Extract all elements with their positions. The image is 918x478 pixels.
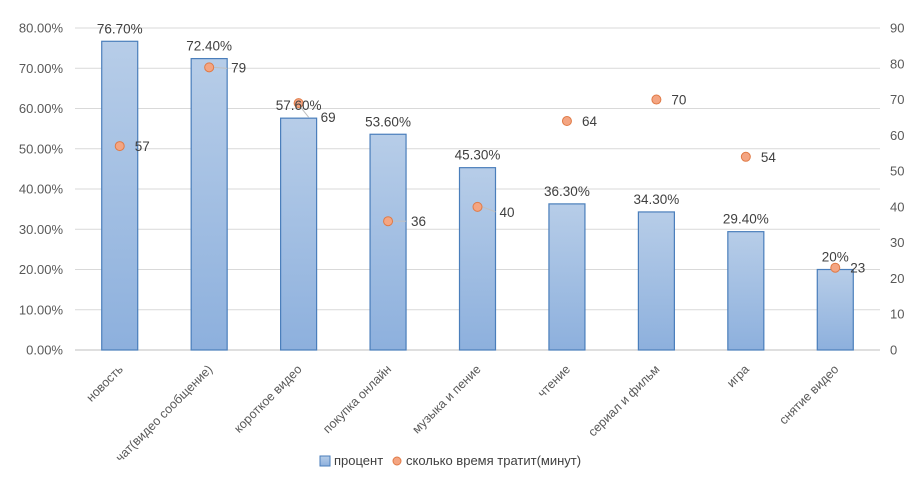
right-axis-tick-label: 40 [890, 199, 904, 214]
left-axis-tick-label: 10.00% [19, 302, 64, 317]
bar-value-label: 76.70% [97, 21, 143, 36]
legend-dot-label: сколько время тратит(минут) [406, 453, 581, 468]
scatter-value-label: 70 [671, 93, 686, 108]
scatter-point[interactable] [472, 201, 483, 212]
bar[interactable] [637, 211, 675, 351]
scatter-value-label: 40 [500, 205, 515, 220]
bar[interactable] [816, 268, 854, 351]
scatter-point[interactable] [383, 216, 394, 227]
bar[interactable] [458, 167, 497, 351]
right-axis-tick-label: 90 [890, 21, 904, 36]
category-label: игра [724, 362, 752, 390]
leader-lines [214, 66, 496, 222]
scatter-point[interactable] [830, 262, 841, 273]
scatter-value-label: 64 [582, 114, 598, 129]
scatter-value-label: 57 [135, 139, 150, 154]
bar[interactable] [101, 40, 139, 351]
bar[interactable] [369, 133, 407, 351]
bar[interactable] [727, 231, 765, 351]
left-axis-tick-label: 0.00% [26, 343, 63, 358]
category-label: чтение [535, 362, 573, 400]
left-axis-tick-label: 40.00% [19, 182, 64, 197]
leader-line [482, 206, 496, 213]
scatter-series [114, 62, 841, 273]
legend: процент сколько время тратит(минут) [319, 453, 581, 468]
left-axis-tick-label: 20.00% [19, 262, 64, 277]
left-axis-tick-label: 80.00% [19, 21, 64, 36]
legend-bar-label: процент [334, 453, 383, 468]
left-axis-ticks: 0.00% 10.00% 20.00% 30.00% 40.00% 50.00% 60.00… [19, 21, 64, 358]
scatter-value-label: 69 [321, 110, 336, 125]
bar-value-label: 45.30% [455, 148, 501, 163]
right-axis-tick-label: 50 [890, 164, 904, 179]
bar-value-label: 53.60% [365, 114, 411, 129]
category-label: снятие видео [776, 362, 841, 427]
bar-value-label: 57.60% [276, 98, 322, 113]
right-axis-tick-label: 20 [890, 271, 904, 286]
bar-value-label: 72.40% [186, 39, 232, 54]
category-label: покупка онлайн [320, 362, 394, 436]
scatter-point[interactable] [204, 62, 215, 73]
scatter-value-label: 79 [231, 60, 246, 75]
category-label: сериал и фильм [585, 362, 662, 439]
category-label: новость [84, 362, 126, 404]
legend-dot-swatch [392, 456, 402, 466]
right-axis-tick-label: 80 [890, 56, 904, 71]
scatter-value-label: 54 [761, 150, 777, 165]
scatter-point[interactable] [561, 116, 572, 127]
leader-line [300, 106, 310, 118]
left-axis-tick-label: 50.00% [19, 141, 64, 156]
bar-value-label: 29.40% [723, 212, 769, 227]
left-axis-tick-label: 70.00% [19, 61, 64, 76]
scatter-point[interactable] [740, 151, 751, 162]
legend-bar-swatch [319, 455, 331, 467]
right-axis-tick-label: 10 [890, 307, 904, 322]
legend-item-dots[interactable]: сколько время тратит(минут) [392, 453, 581, 468]
legend-item-bars[interactable]: процент [319, 453, 383, 468]
bar-series [101, 40, 854, 351]
bar[interactable] [280, 117, 318, 351]
bar-value-label: 34.30% [633, 192, 679, 207]
bar-value-label: 20% [822, 250, 849, 265]
category-label: чат(видео сообщение) [113, 362, 215, 464]
bar[interactable] [548, 203, 586, 351]
bar-value-label: 36.30% [544, 184, 590, 199]
right-axis-tick-label: 70 [890, 92, 904, 107]
scatter-value-label: 23 [850, 261, 865, 276]
leader-line [214, 66, 228, 69]
right-axis-tick-label: 60 [890, 128, 904, 143]
right-axis-ticks: 0 10 20 30 40 50 60 70 80 90 [890, 21, 904, 358]
right-axis-tick-label: 0 [890, 343, 897, 358]
left-axis-tick-label: 30.00% [19, 222, 64, 237]
scatter-point[interactable] [651, 94, 662, 105]
right-axis-tick-label: 30 [890, 235, 904, 250]
bar[interactable] [190, 57, 228, 351]
data-labels: 76.70% 57 72.40% 79 57.60%69 53.60% 36 45.30% 40… [97, 21, 865, 275]
scatter-point[interactable] [293, 98, 304, 109]
scatter-point[interactable] [114, 141, 125, 152]
category-label: короткое видео [231, 362, 304, 435]
category-label: музыка и пение [409, 362, 483, 436]
left-axis-tick-label: 60.00% [19, 101, 64, 116]
scatter-value-label: 36 [411, 214, 426, 229]
